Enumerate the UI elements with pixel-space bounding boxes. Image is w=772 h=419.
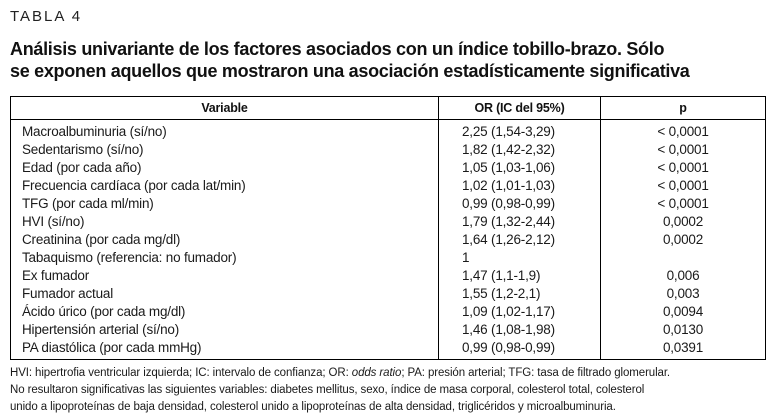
table-row: Edad (por cada año) 1,05 (1,03-1,06) < 0…	[11, 159, 766, 177]
cell-or: 1,82 (1,42-2,32)	[438, 141, 601, 159]
table-row: Creatinina (por cada mg/dl) 1,64 (1,26-2…	[11, 231, 766, 249]
cell-variable: PA diastólica (por cada mmHg)	[22, 340, 202, 355]
cell-p: < 0,0001	[600, 195, 766, 213]
cell-variable: Macroalbuminuria (sí/no)	[22, 124, 167, 139]
cell-or: 0,99 (0,98-0,99)	[438, 195, 601, 213]
table-label: TABLA 4	[10, 8, 83, 25]
table-row: Frecuencia cardíaca (por cada lat/min) 1…	[11, 177, 766, 195]
cell-variable: Frecuencia cardíaca (por cada lat/min)	[22, 178, 246, 193]
header-row: Variable OR (IC del 95%) p	[10, 96, 766, 120]
cell-variable: Hipertensión arterial (sí/no)	[22, 322, 180, 337]
cell-p	[600, 249, 766, 267]
cell-variable: Fumador actual	[22, 286, 113, 301]
cell-p: < 0,0001	[600, 141, 766, 159]
column-header-variable: Variable	[10, 96, 439, 120]
footnote-line-1: HVI: hipertrofia ventricular izquierda; …	[10, 365, 765, 382]
table-row: TFG (por cada ml/min) 0,99 (0,98-0,99) <…	[11, 195, 766, 213]
table-row: PA diastólica (por cada mmHg) 0,99 (0,98…	[11, 339, 766, 360]
footnote-abbreviations-cont: ; PA: presión arterial; TFG: tasa de fil…	[401, 367, 671, 379]
cell-p: 0,0391	[600, 339, 766, 360]
cell-or: 1	[438, 249, 601, 267]
cell-variable: Edad (por cada año)	[22, 160, 142, 175]
cell-variable: Tabaquismo (referencia: no fumador)	[22, 250, 237, 265]
cell-or: 1,02 (1,01-1,03)	[438, 177, 601, 195]
table-row: Fumador actual 1,55 (1,2-2,1) 0,003	[11, 285, 766, 303]
cell-or: 1,64 (1,26-2,12)	[438, 231, 601, 249]
cell-p: < 0,0001	[600, 119, 766, 141]
cell-p: 0,006	[600, 267, 766, 285]
table-title-line1: Análisis univariante de los factores aso…	[10, 39, 665, 59]
cell-p: 0,0002	[600, 231, 766, 249]
column-header-p: p	[600, 96, 766, 120]
cell-variable: Ácido úrico (por cada mg/dl)	[22, 304, 186, 319]
cell-or: 0,99 (0,98-0,99)	[438, 339, 601, 360]
table-title-line2: se exponen aquellos que mostraron una as…	[10, 60, 690, 81]
cell-or: 1,55 (1,2-2,1)	[438, 285, 601, 303]
cell-or: 1,09 (1,02-1,17)	[438, 303, 601, 321]
results-table: Variable OR (IC del 95%) p Macroalbuminu…	[10, 96, 766, 360]
footnote: HVI: hipertrofia ventricular izquierda; …	[10, 365, 765, 416]
cell-or: 1,46 (1,08-1,98)	[438, 321, 601, 339]
footnote-line-2: No resultaron significativas las siguien…	[10, 384, 645, 396]
table-row: Hipertensión arterial (sí/no) 1,46 (1,08…	[11, 321, 766, 339]
cell-p: 0,0094	[600, 303, 766, 321]
cell-p: 0,0130	[600, 321, 766, 339]
cell-or: 1,79 (1,32-2,44)	[438, 213, 601, 231]
cell-variable: Sedentarismo (sí/no)	[22, 142, 144, 157]
table-row: Tabaquismo (referencia: no fumador) 1	[11, 249, 766, 267]
cell-p: < 0,0001	[600, 159, 766, 177]
table-title: Análisis univariante de los factores aso…	[10, 39, 765, 82]
cell-p: < 0,0001	[600, 177, 766, 195]
footnote-abbreviations: HVI: hipertrofia ventricular izquierda; …	[10, 367, 352, 379]
cell-variable: TFG (por cada ml/min)	[22, 196, 154, 211]
cell-variable: Creatinina (por cada mg/dl)	[22, 232, 181, 247]
cell-or: 1,05 (1,03-1,06)	[438, 159, 601, 177]
odds-ratio-term: odds ratio	[351, 367, 402, 379]
table-row: Sedentarismo (sí/no) 1,82 (1,42-2,32) < …	[11, 141, 766, 159]
column-header-or: OR (IC del 95%)	[438, 96, 601, 120]
table-row: HVI (sí/no) 1,79 (1,32-2,44) 0,0002	[11, 213, 766, 231]
table-row: Macroalbuminuria (sí/no) 2,25 (1,54-3,29…	[11, 119, 766, 141]
cell-p: 0,003	[600, 285, 766, 303]
footnote-line-3: unido a lipoproteínas de baja densidad, …	[10, 401, 616, 413]
cell-variable: HVI (sí/no)	[22, 214, 85, 229]
cell-p: 0,0002	[600, 213, 766, 231]
cell-or: 2,25 (1,54-3,29)	[438, 119, 601, 141]
cell-or: 1,47 (1,1-1,9)	[438, 267, 601, 285]
cell-variable: Ex fumador	[22, 268, 90, 283]
table-row: Ácido úrico (por cada mg/dl) 1,09 (1,02-…	[11, 303, 766, 321]
table-row: Ex fumador 1,47 (1,1-1,9) 0,006	[11, 267, 766, 285]
